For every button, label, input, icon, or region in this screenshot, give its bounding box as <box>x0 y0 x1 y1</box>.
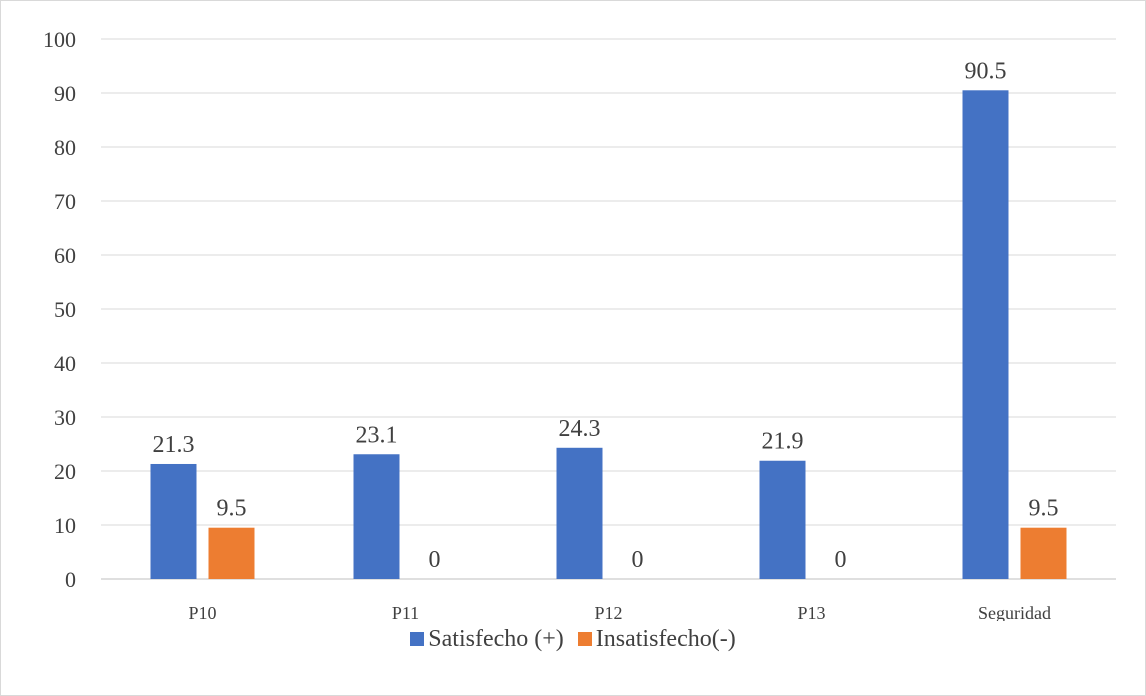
legend-item-satisfecho: Satisfecho (+) <box>410 626 564 653</box>
y-tick-label-40: 40 <box>54 351 76 376</box>
legend-item-insatisfecho: Insatisfecho(-) <box>577 625 736 653</box>
y-tick-label-70: 70 <box>54 189 76 214</box>
data-label-p11-series-0: 23.1 <box>356 422 398 448</box>
bar-p13-series-0 <box>759 460 806 579</box>
x-tick-label-p13: P13 <box>797 603 825 621</box>
legend-label-satisfecho: Satisfecho (+) <box>428 625 564 652</box>
y-tick-label-0: 0 <box>65 567 76 592</box>
y-tick-label-20: 20 <box>54 459 76 484</box>
legend: Satisfecho (+) Insatisfecho(-) <box>1 621 1145 657</box>
bar-chart: 0 10 20 30 40 50 60 70 80 90 100 21.3 9.5 P10 23.1 0 P11… <box>43 27 1116 621</box>
legend-swatch-insatisfecho <box>577 632 592 646</box>
x-tick-label-p11: P11 <box>392 603 419 621</box>
data-label-p11-series-1: 0 <box>429 547 441 573</box>
x-tick-label-p10: P10 <box>188 603 216 621</box>
y-tick-label-10: 10 <box>54 513 76 538</box>
data-label-p12-series-1: 0 <box>632 547 644 573</box>
data-label-p10-series-0: 21.3 <box>153 432 195 458</box>
data-label-p13-series-1: 0 <box>835 547 847 573</box>
data-label-p13-series-0: 21.9 <box>762 429 804 455</box>
bar-p12-series-0 <box>556 447 603 579</box>
y-tick-label-100: 100 <box>43 27 76 52</box>
data-label-p10-series-1: 9.5 <box>217 496 247 522</box>
y-tick-label-50: 50 <box>54 297 76 322</box>
y-tick-label-60: 60 <box>54 243 76 268</box>
bar-seguridad-series-0 <box>962 90 1009 580</box>
y-tick-label-80: 80 <box>54 135 76 160</box>
x-tick-label-p12: P12 <box>594 603 622 621</box>
legend-label-insatisfecho: Insatisfecho(-) <box>595 625 736 652</box>
bar-p11-series-0 <box>353 454 400 579</box>
data-label-seguridad-series-1: 9.5 <box>1029 496 1059 522</box>
x-tick-label-seguridad: Seguridad <box>978 603 1051 621</box>
bar-p10-series-0 <box>150 463 197 579</box>
data-label-p12-series-0: 24.3 <box>559 416 601 442</box>
legend-swatch-satisfecho <box>410 632 425 646</box>
y-tick-label-30: 30 <box>54 405 76 430</box>
bar-p10-series-1 <box>208 527 255 579</box>
data-label-seguridad-series-0: 90.5 <box>965 58 1007 84</box>
y-tick-label-90: 90 <box>54 81 76 106</box>
bar-seguridad-series-1 <box>1020 527 1067 579</box>
